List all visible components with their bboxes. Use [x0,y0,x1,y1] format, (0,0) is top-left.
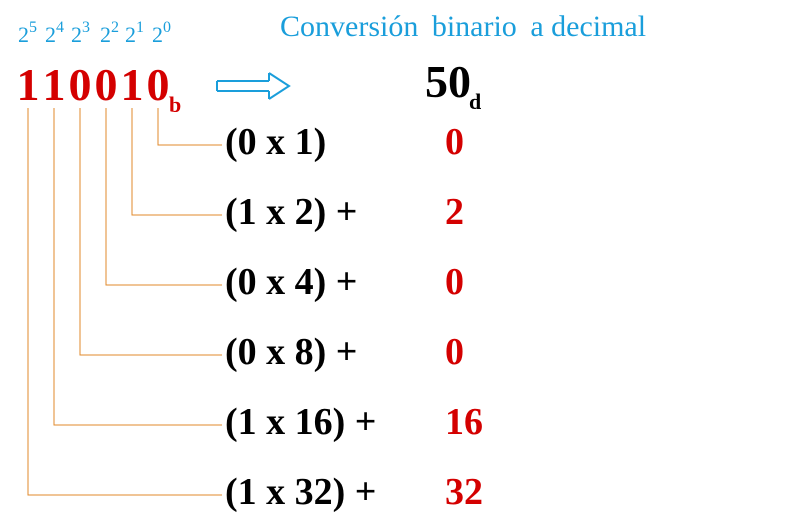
connector-2 [80,108,222,355]
title-word-3: a decimal [530,10,646,43]
step-value-4: 16 [445,400,525,444]
binary-subscript: b [169,92,181,117]
step-value-3: 0 [445,330,525,374]
step-expr-3: (0 x 8) + [225,330,357,374]
exp-sup: 3 [82,19,90,36]
exp-sup: 5 [29,19,37,36]
step-value-1: 2 [445,190,525,234]
exponent-3: 22 [100,22,119,48]
exponent-0: 25 [18,22,37,48]
decimal-value: 50 [425,56,471,107]
binary-digit-2: 0 [67,58,93,111]
exp-base: 2 [100,22,111,47]
step-expr-0: (0 x 1) [225,120,326,164]
step-value-0: 0 [445,120,525,164]
binary-digit-0: 1 [15,58,41,111]
binary-digit-1: 1 [41,58,67,111]
exponent-1: 24 [45,22,64,48]
exp-base: 2 [152,22,163,47]
title: Conversión binario a decimal [280,10,652,44]
binary-number: 110010b [15,58,183,111]
exp-base: 2 [71,22,82,47]
step-expr-5: (1 x 32) + [225,470,376,514]
exp-sup: 1 [136,19,144,36]
exp-base: 2 [45,22,56,47]
decimal-result: 50d [425,55,483,108]
title-word-1: Conversión [280,10,418,43]
connector-1 [54,108,222,425]
binary-digit-3: 0 [93,58,119,111]
exp-sup: 0 [163,19,171,36]
decimal-subscript: d [469,89,481,114]
step-value-5: 32 [445,470,525,514]
step-expr-1: (1 x 2) + [225,190,357,234]
step-expr-4: (1 x 16) + [225,400,376,444]
exp-base: 2 [125,22,136,47]
exponent-2: 23 [71,22,90,48]
exp-base: 2 [18,22,29,47]
connector-0 [28,108,222,495]
arrow-icon [215,72,295,104]
title-word-2: binario [432,10,517,43]
step-expr-2: (0 x 4) + [225,260,357,304]
step-value-2: 0 [445,260,525,304]
connector-4 [132,108,222,215]
binary-digit-4: 1 [119,58,145,111]
exponent-4: 21 [125,22,144,48]
exp-sup: 4 [56,19,64,36]
connector-3 [106,108,222,285]
exp-sup: 2 [111,19,119,36]
connector-5 [158,108,222,145]
exponent-5: 20 [152,22,171,48]
binary-digit-5: 0 [145,58,171,111]
